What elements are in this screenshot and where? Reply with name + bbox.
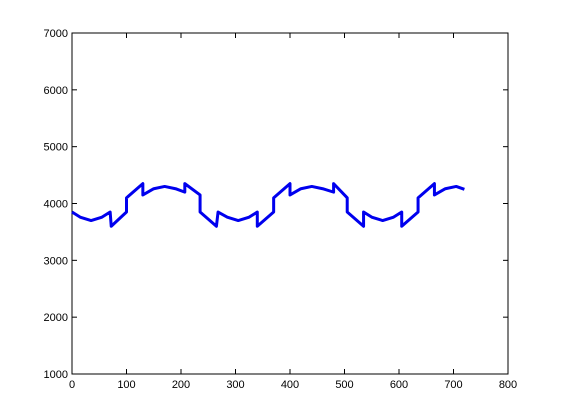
x-tick-label: 200 (172, 379, 190, 391)
plot-area (71, 32, 509, 375)
x-tick-label: 300 (226, 379, 244, 391)
y-tick-label: 7000 (44, 28, 68, 40)
x-tick-label: 600 (390, 379, 408, 391)
data-line (71, 182, 465, 228)
y-tick-label: 3000 (44, 255, 68, 267)
x-tick-label: 500 (335, 379, 353, 391)
x-tick-label: 700 (444, 379, 462, 391)
x-tick-label: 400 (281, 379, 299, 391)
x-tick-label: 100 (117, 379, 135, 391)
y-tick-label: 1000 (44, 369, 68, 381)
y-tick-label: 5000 (44, 142, 68, 154)
y-tick-label: 6000 (44, 85, 68, 97)
y-tick-label: 4000 (44, 199, 68, 211)
x-tick-label: 0 (69, 379, 75, 391)
x-tick-label: 800 (499, 379, 517, 391)
y-tick-label: 2000 (44, 312, 68, 324)
